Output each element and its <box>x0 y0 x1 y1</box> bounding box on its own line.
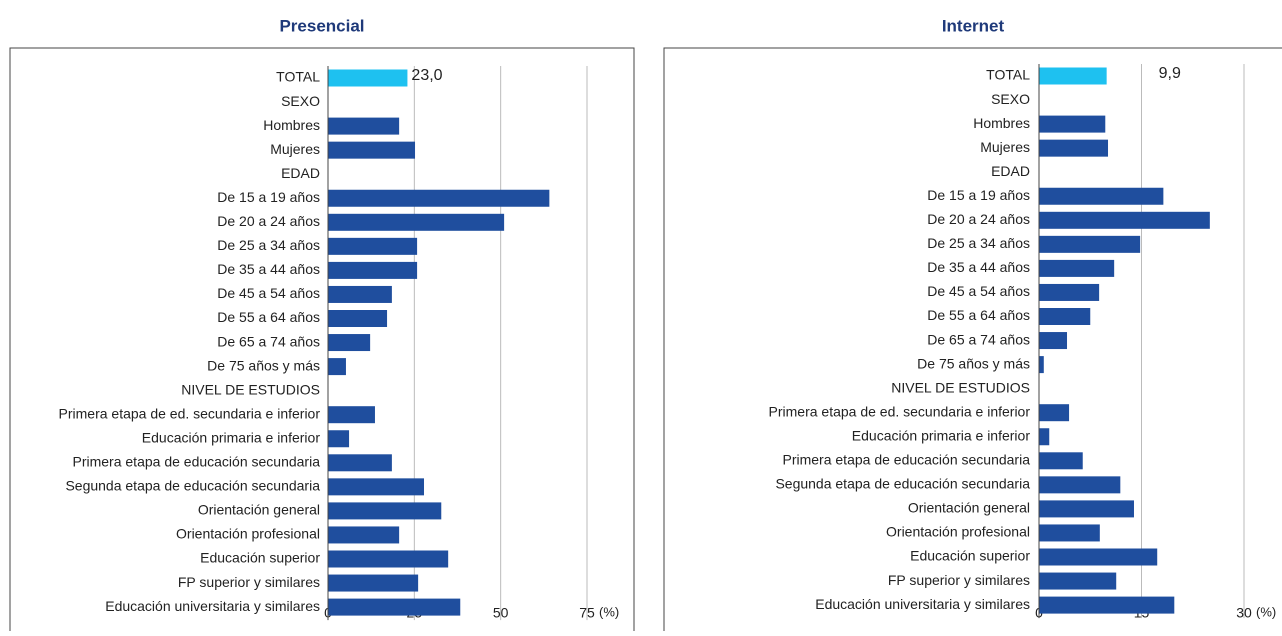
y-tick-label: Educación universitaria y similares <box>815 596 1030 612</box>
y-tick-label: Mujeres <box>270 141 320 157</box>
y-tick-label: De 20 a 24 años <box>927 211 1030 227</box>
y-tick-label: De 65 a 74 años <box>217 333 320 349</box>
bar <box>328 261 418 279</box>
value-label: 23,0 <box>411 67 442 84</box>
x-unit: (%) <box>599 604 619 619</box>
bar <box>328 141 416 159</box>
bar <box>328 117 400 135</box>
x-tick-label: 50 <box>493 605 509 621</box>
x-unit: (%) <box>1256 604 1276 619</box>
y-tick-label: Hombres <box>263 117 320 133</box>
bar <box>1039 211 1210 229</box>
y-tick-label: De 45 a 54 años <box>927 283 1030 299</box>
bar <box>328 310 388 327</box>
y-tick-label: EDAD <box>281 165 320 181</box>
y-tick-label: Orientación profesional <box>176 526 320 542</box>
y-tick-label: De 35 a 44 años <box>217 261 320 277</box>
y-tick-label: Educación primaria e inferior <box>142 429 321 445</box>
y-tick-label: NIVEL DE ESTUDIOS <box>891 379 1030 395</box>
bar <box>1039 356 1044 374</box>
y-tick-label: FP superior y similares <box>888 572 1030 588</box>
y-tick-label: NIVEL DE ESTUDIOS <box>181 381 320 397</box>
y-tick-label: Educación primaria e inferior <box>852 427 1031 443</box>
chart-title: Internet <box>942 16 1005 35</box>
y-tick-label: De 20 a 24 años <box>217 213 320 229</box>
bar <box>1039 308 1091 325</box>
y-tick-label: De 55 a 64 años <box>217 309 320 325</box>
y-tick-label: SEXO <box>991 91 1030 107</box>
bar <box>1039 187 1164 205</box>
y-tick-label: De 45 a 54 años <box>217 285 320 301</box>
bar <box>1039 500 1134 518</box>
y-tick-label: De 65 a 74 años <box>927 331 1030 347</box>
bar <box>328 334 371 352</box>
y-tick-label: De 25 a 34 años <box>927 235 1030 251</box>
bar <box>1039 476 1121 494</box>
y-tick-label: Educación superior <box>200 550 320 566</box>
y-tick-label: De 25 a 34 años <box>217 237 320 253</box>
bar <box>1039 548 1158 566</box>
bar <box>1039 259 1115 277</box>
bar <box>328 69 408 87</box>
bar <box>328 502 442 520</box>
y-tick-label: FP superior y similares <box>178 574 320 590</box>
y-tick-label: Orientación general <box>198 502 320 518</box>
y-tick-label: Hombres <box>973 115 1030 131</box>
y-tick-label: Educación superior <box>910 548 1030 564</box>
y-tick-label: EDAD <box>991 163 1030 179</box>
y-tick-label: Educación universitaria y similares <box>105 598 320 614</box>
y-tick-label: Primera etapa de ed. secundaria e inferi… <box>769 403 1031 419</box>
y-tick-label: SEXO <box>281 93 320 109</box>
bar <box>328 213 505 231</box>
panel-frame <box>9 47 635 636</box>
bar <box>328 406 375 424</box>
bar <box>328 550 449 568</box>
bar <box>1039 332 1068 350</box>
bar <box>1039 572 1117 590</box>
x-tick-label: 75 <box>579 605 595 621</box>
bar <box>1039 596 1175 614</box>
chart-title: Presencial <box>279 16 364 35</box>
y-tick-label: Primera etapa de ed. secundaria e inferi… <box>59 405 321 421</box>
bar <box>1039 404 1070 422</box>
bar <box>328 454 392 472</box>
bar <box>1039 428 1050 446</box>
y-tick-label: De 75 años y más <box>917 355 1030 371</box>
bar <box>328 526 400 544</box>
bar <box>1039 139 1109 157</box>
bar <box>1039 235 1141 253</box>
bar <box>328 189 550 207</box>
value-label: 9,9 <box>1159 65 1181 82</box>
y-tick-label: TOTAL <box>276 69 320 85</box>
bar <box>1039 67 1107 85</box>
bar <box>328 574 419 592</box>
bar <box>1039 283 1100 301</box>
bar <box>328 598 461 616</box>
bar <box>328 285 392 303</box>
y-tick-label: Orientación profesional <box>886 524 1030 540</box>
bar <box>1039 452 1083 470</box>
y-tick-label: Primera etapa de educación secundaria <box>73 454 321 470</box>
y-tick-label: De 15 a 19 años <box>927 187 1030 203</box>
x-tick-label: 30 <box>1236 605 1252 621</box>
bar <box>1039 115 1106 133</box>
y-tick-label: Segunda etapa de educación secundaria <box>775 476 1030 492</box>
y-tick-label: TOTAL <box>986 67 1030 83</box>
bar <box>328 358 346 376</box>
y-tick-label: Orientación general <box>908 500 1030 516</box>
bar <box>328 430 350 448</box>
y-tick-label: De 15 a 19 años <box>217 189 320 205</box>
y-tick-label: Primera etapa de educación secundaria <box>783 452 1031 468</box>
bar <box>328 478 425 496</box>
y-tick-label: De 35 a 44 años <box>927 259 1030 275</box>
y-tick-label: De 75 años y más <box>207 357 320 373</box>
y-tick-label: De 55 a 64 años <box>927 307 1030 323</box>
bar <box>328 237 418 255</box>
y-tick-label: Segunda etapa de educación secundaria <box>65 478 320 494</box>
bar <box>1039 524 1100 542</box>
panel-frame <box>663 47 1282 636</box>
y-tick-label: Mujeres <box>980 139 1030 155</box>
